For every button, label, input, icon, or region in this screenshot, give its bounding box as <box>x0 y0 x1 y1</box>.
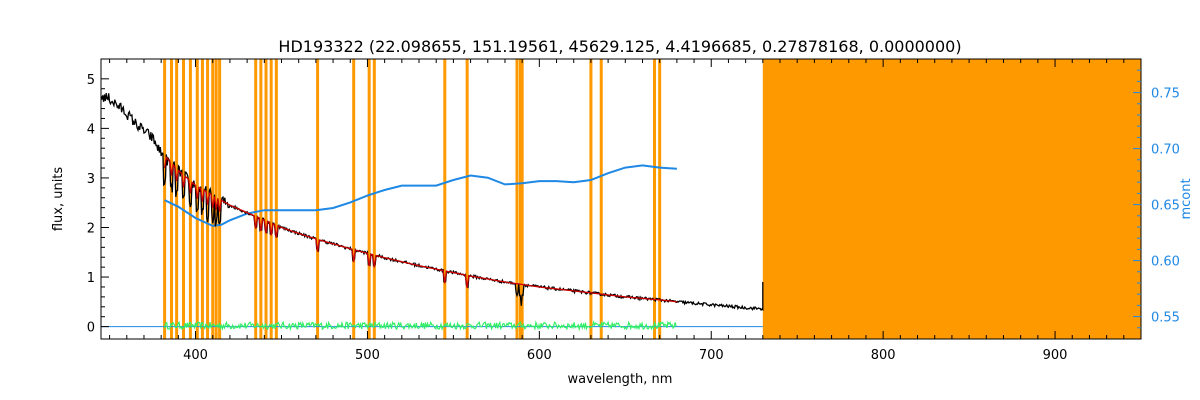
mask-line-24 <box>520 59 524 339</box>
y-tick-label: 1 <box>87 271 95 286</box>
y-axis-left: 0 1 2 3 4 5 <box>87 73 109 336</box>
masked-region <box>762 59 1141 339</box>
series-model <box>163 156 677 303</box>
mask-line-14 <box>269 59 273 339</box>
x-tick-label: 500 <box>355 348 380 363</box>
mask-line-9 <box>214 59 218 339</box>
y-right-tick-label: 0.60 <box>1151 255 1180 270</box>
x-axis: 400 500 600 700 800 900 <box>109 59 1142 363</box>
residual-layer <box>164 320 677 332</box>
mask-line-21 <box>465 59 469 339</box>
mask-line-8 <box>211 59 215 339</box>
y-right-tick-label: 0.70 <box>1151 143 1180 158</box>
mask-line-16 <box>316 59 320 339</box>
chart-title: HD193322 (22.098655, 151.19561, 45629.12… <box>278 37 961 56</box>
y-axis-title: flux, units <box>51 167 66 232</box>
mask-line-3 <box>182 59 186 339</box>
mask-line-2 <box>175 59 179 339</box>
mask-line-28 <box>658 59 662 339</box>
x-tick-label: 800 <box>871 348 896 363</box>
x-axis-title: wavelength, nm <box>568 372 673 387</box>
observed-layer <box>100 93 764 312</box>
y-tick-label: 5 <box>87 73 95 88</box>
mask-line-17 <box>352 59 356 339</box>
series-residual <box>164 320 677 332</box>
mask-line-15 <box>274 59 278 339</box>
x-tick-label: 700 <box>699 348 724 363</box>
mask-layer <box>163 59 1141 339</box>
y-right-tick-label: 0.55 <box>1151 311 1180 326</box>
plot-frame <box>100 58 1142 340</box>
mask-line-20 <box>443 59 447 339</box>
mask-line-27 <box>653 59 657 339</box>
mask-line-5 <box>195 59 199 339</box>
y-tick-label: 2 <box>87 221 95 236</box>
x-tick-label: 900 <box>1043 348 1068 363</box>
series-observed <box>100 93 764 312</box>
mask-line-4 <box>188 59 192 339</box>
x-tick-label: 600 <box>527 348 552 363</box>
mask-line-22 <box>515 59 519 339</box>
mask-line-11 <box>254 59 258 339</box>
y-axis-right: 0.55 0.60 0.65 0.70 0.75 <box>1133 69 1180 329</box>
mask-line-23 <box>518 59 522 339</box>
y-right-tick-label: 0.75 <box>1151 87 1180 102</box>
mask-line-18 <box>367 59 371 339</box>
mask-line-12 <box>259 59 263 339</box>
mask-line-1 <box>169 59 173 339</box>
model-layer <box>163 156 677 303</box>
mask-line-10 <box>218 59 222 339</box>
y-axis-right-title: mcont <box>1179 178 1194 219</box>
x-tick-label: 400 <box>183 348 208 363</box>
mask-line-25 <box>589 59 593 339</box>
mask-line-26 <box>599 59 603 339</box>
y-tick-label: 0 <box>87 321 95 336</box>
mask-line-7 <box>206 59 210 339</box>
mask-line-19 <box>372 59 376 339</box>
y-right-tick-label: 0.65 <box>1151 199 1180 214</box>
mask-line-13 <box>264 59 268 339</box>
series-continuum <box>164 164 677 227</box>
mask-line-0 <box>163 59 167 339</box>
y-tick-label: 4 <box>87 122 95 137</box>
y-tick-label: 3 <box>87 172 95 187</box>
